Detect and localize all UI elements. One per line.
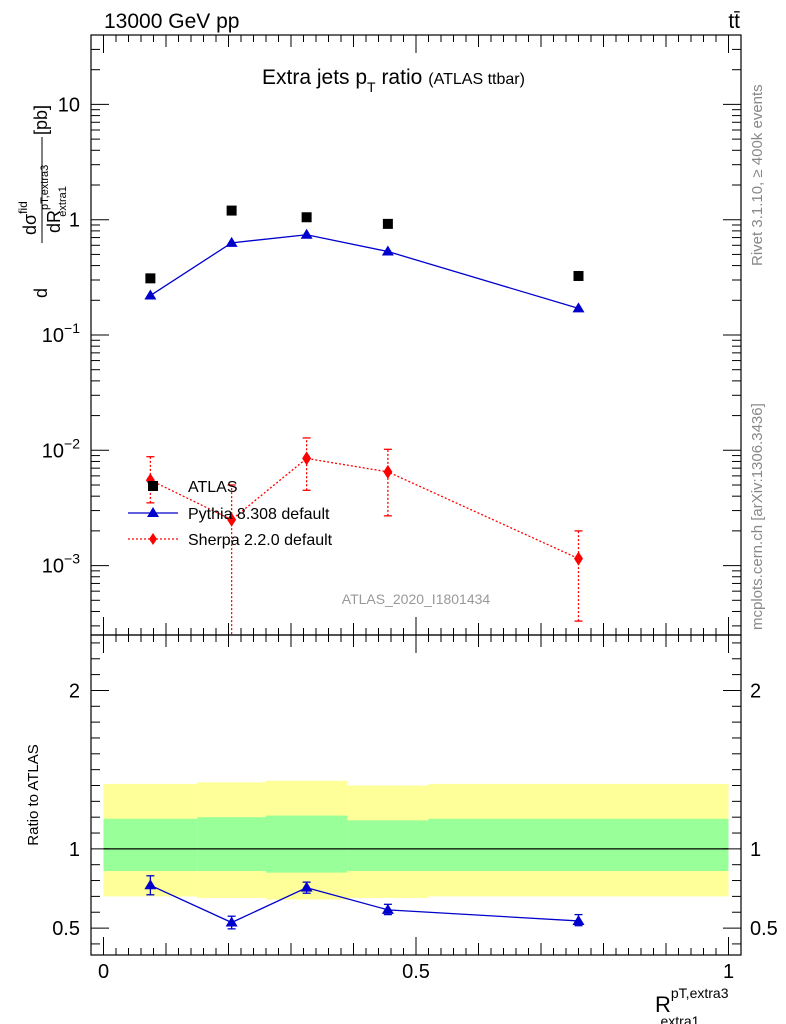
ratio-panel-content	[103, 780, 729, 930]
rivet-version-label: Rivet 3.1.10, ≥ 400k events	[749, 84, 766, 266]
ratio-point-pythia	[225, 916, 238, 927]
energy-label: 13000 GeV pp	[104, 10, 239, 33]
ratio-point-pythia	[300, 881, 313, 892]
ratio-y-axis: 0.5 0.5 1 1 2 2	[52, 642, 778, 945]
ratio-series-pythia	[144, 875, 585, 930]
chart-title-main: Extra jets p	[262, 66, 367, 89]
ratio-point-pythia	[144, 879, 157, 890]
x-axis-label-sub: extra1	[660, 1013, 699, 1024]
main-y-axis: 10−3 10−2 10−1 1 10	[42, 34, 741, 627]
y-tick-label: 10−2	[42, 435, 80, 462]
sherpa-point	[227, 512, 237, 527]
series-pythia	[144, 228, 585, 313]
uncertainty-band-inner	[103, 818, 198, 872]
x-axis-label-sup: pT,extra3	[671, 985, 729, 1001]
mcplots-label: mcplots.cern.ch [arXiv:1306.3436]	[749, 403, 766, 630]
sherpa-point	[574, 551, 583, 566]
uncertainty-band-inner	[197, 817, 266, 872]
x-tick-label: 0.5	[402, 961, 430, 983]
legend-marker-atlas	[148, 481, 158, 491]
pythia-point	[225, 236, 238, 247]
y-tick-label: 10−1	[42, 320, 80, 347]
ratio-point-pythia	[572, 914, 585, 925]
uncertainty-band-inner	[428, 818, 729, 872]
sherpa-point	[302, 451, 312, 466]
pythia-point	[300, 228, 313, 239]
series-sherpa	[145, 437, 583, 635]
pythia-point	[381, 245, 394, 256]
legend: ATLAS Pythia 8.308 default Sherpa 2.2.0 …	[128, 479, 333, 549]
uncertainty-band-inner	[266, 815, 348, 873]
pythia-line	[150, 234, 579, 310]
chart-title-rest: ratio	[376, 66, 423, 89]
legend-label-pythia: Pythia 8.308 default	[188, 506, 330, 523]
legend-label-atlas: ATLAS	[188, 479, 238, 496]
pythia-point	[144, 289, 157, 300]
main-panel-content	[144, 205, 585, 635]
legend-marker-pythia	[147, 507, 159, 517]
chart-title-paren: (ATLAS ttbar)	[428, 71, 525, 88]
y-label-numerator: dσfid	[16, 201, 40, 235]
y-label-denominator: dRpT,extra3 extra1	[39, 165, 69, 233]
ratio-y-tick-label-right: 0.5	[750, 918, 778, 940]
chart-title-sub: T	[367, 79, 376, 95]
atlas-point	[226, 205, 237, 216]
y-label-d: d	[31, 288, 51, 298]
ratio-panel: 0.5 0.51 12 2 0 0.5 1 Ratio to ATLAS RpT,extr…	[25, 634, 778, 1024]
sherpa-line	[150, 457, 579, 560]
ratio-y-tick-label-left: 2	[69, 680, 80, 702]
atlas-point	[145, 273, 156, 284]
atlas-point	[573, 270, 584, 281]
ratio-y-tick-label-right: 1	[750, 839, 761, 861]
x-tick-label: 0	[98, 961, 109, 983]
uncertainty-band-inner	[347, 820, 429, 872]
sherpa-point	[383, 464, 393, 479]
process-label: tt̄	[728, 10, 740, 33]
x-tick-label: 1	[723, 961, 734, 983]
main-x-axis	[103, 35, 729, 635]
pythia-point	[572, 302, 585, 313]
legend-label-sherpa: Sherpa 2.2.0 default	[188, 532, 333, 549]
ratio-y-axis-label: Ratio to ATLAS	[25, 744, 42, 845]
ratio-x-axis: 0 0.5 1	[98, 635, 734, 983]
main-y-axis-label: dσfid dRpT,extra3 extra1 d [pb]	[16, 105, 69, 298]
x-axis-label: RpT,extra3 extra1	[655, 985, 729, 1024]
ratio-point-pythia	[381, 903, 394, 914]
series-atlas	[145, 205, 584, 284]
atlas-point	[301, 212, 312, 223]
ratio-y-tick-label-right: 2	[750, 680, 761, 702]
y-tick-label: 10	[58, 94, 80, 116]
main-panel: 10−3 10−2 10−1 1 10 Extra jets pT ratio (ATLA…	[16, 34, 742, 636]
ratio-y-tick-label-left: 1	[69, 839, 80, 861]
legend-marker-sherpa	[149, 533, 157, 545]
y-tick-label: 10−3	[42, 551, 80, 578]
y-label-unit: [pb]	[31, 105, 51, 135]
x-axis-label-main: R	[655, 992, 671, 1017]
ratio-y-tick-label-left: 0.5	[52, 918, 80, 940]
atlas-point	[382, 218, 393, 229]
analysis-id-label: ATLAS_2020_I1801434	[342, 591, 491, 607]
chart-title: Extra jets pT ratio (ATLAS ttbar)	[262, 66, 525, 95]
y-tick-label: 1	[69, 210, 80, 232]
